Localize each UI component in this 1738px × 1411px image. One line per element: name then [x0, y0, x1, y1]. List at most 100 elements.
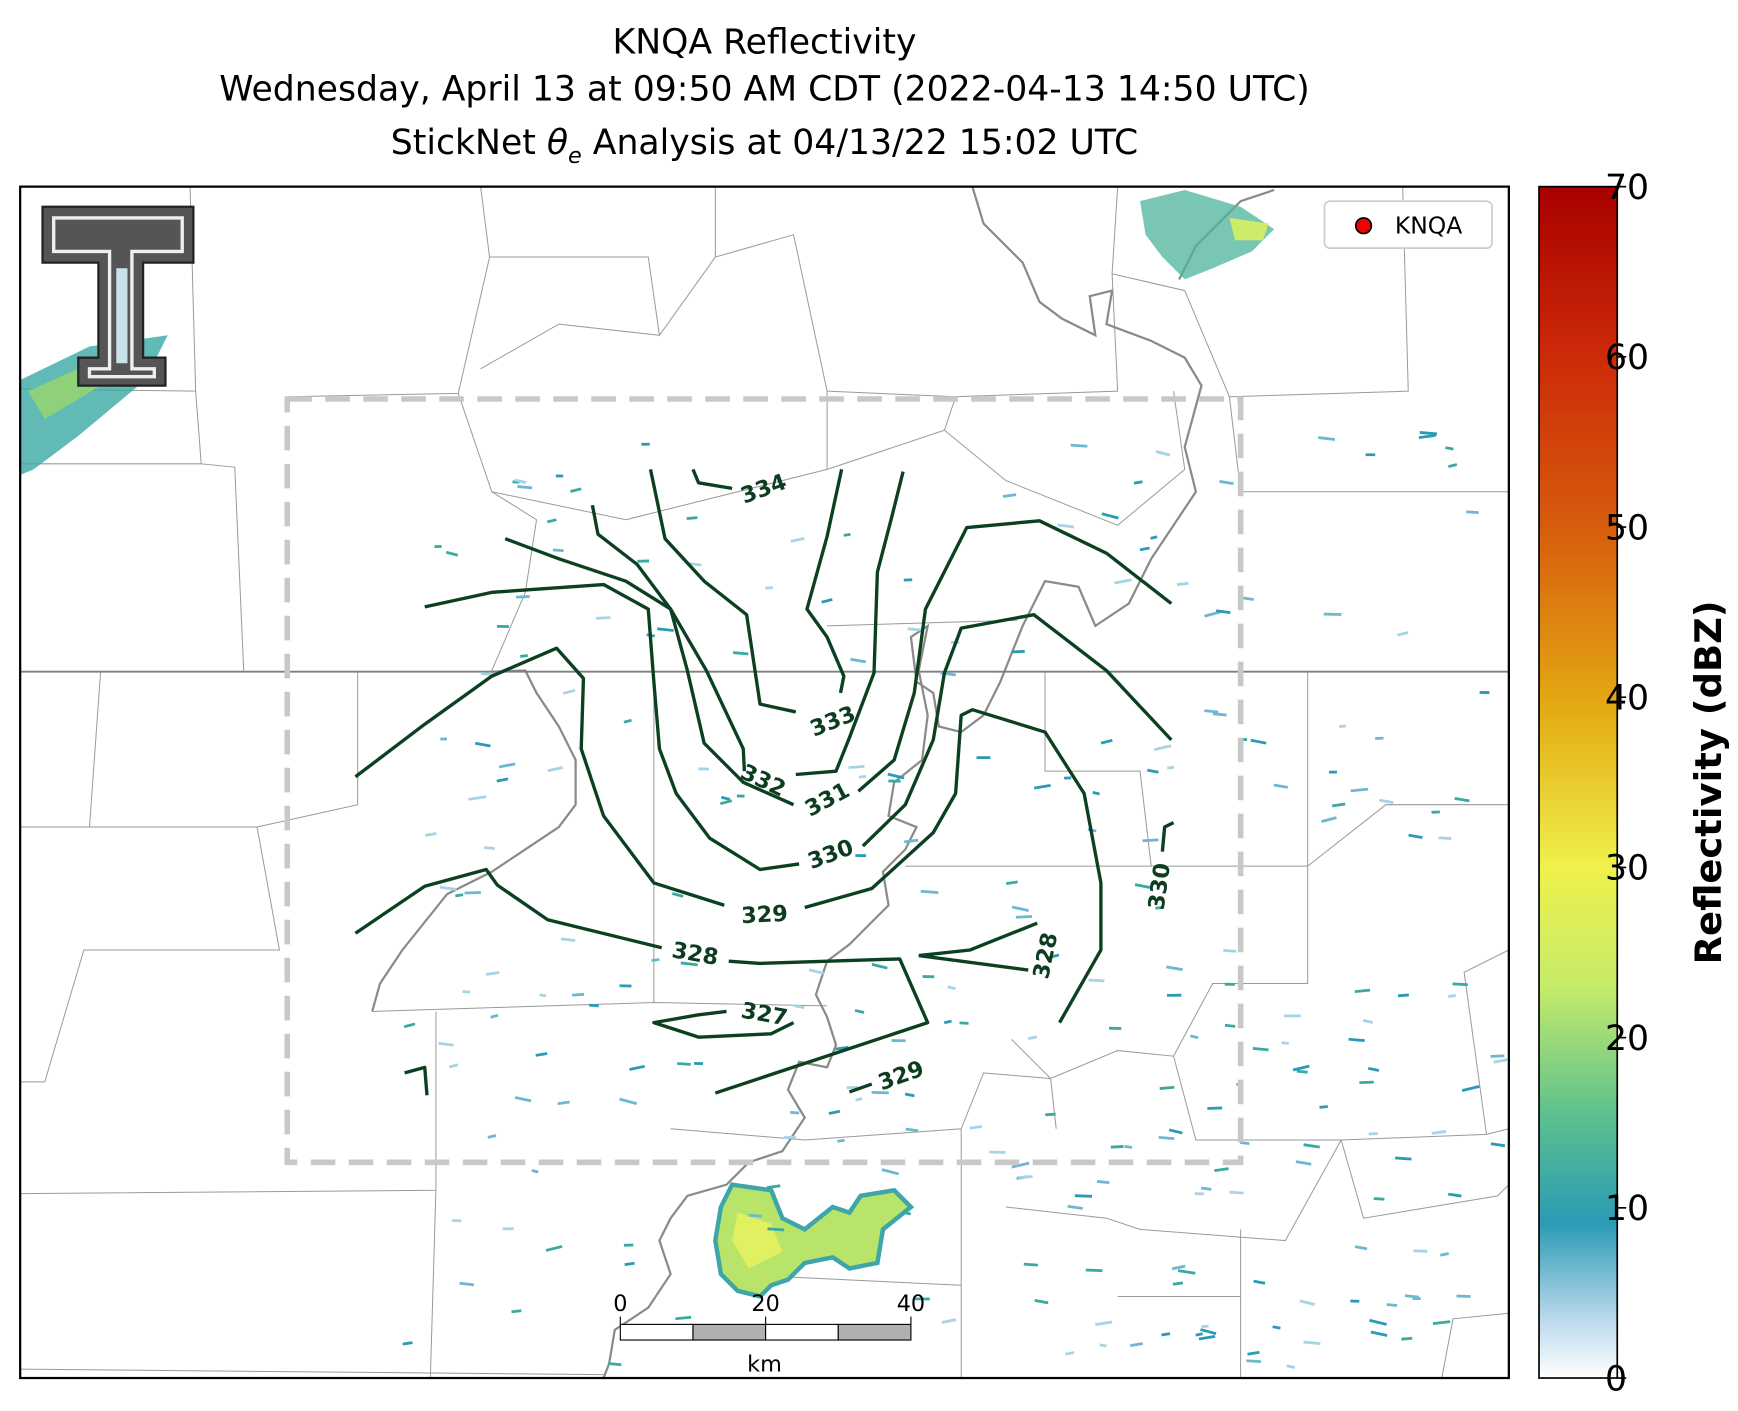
legend: KNQA: [1323, 200, 1493, 249]
radar-speck: [511, 1309, 522, 1314]
radar-speck: [1431, 810, 1440, 814]
radar-speck: [1166, 993, 1182, 997]
radar-speck: [1329, 770, 1338, 774]
scale-tick-label: 40: [897, 1291, 925, 1317]
map-background: [20, 186, 1509, 1379]
scale-bar: km 0 20 40: [613, 1291, 925, 1377]
radar-speck: [858, 774, 867, 779]
theta-symbol: θ: [547, 123, 568, 163]
radar-speck: [1479, 691, 1490, 694]
radar-speck: [483, 846, 495, 851]
radar-speck: [1194, 1192, 1205, 1196]
radar-speck: [1350, 787, 1369, 793]
radar-speck: [693, 1061, 704, 1066]
radar-speck: [1099, 1343, 1107, 1348]
radar-speck: [720, 795, 731, 801]
radar-speck: [1408, 833, 1423, 839]
radar-speck: [1064, 776, 1072, 780]
radar-speck: [1461, 1084, 1480, 1092]
radar-speck: [976, 756, 991, 760]
radar-echo: [1140, 189, 1275, 280]
radar-speck: [947, 985, 956, 990]
radar-speck: [1431, 1130, 1447, 1135]
radar-speck: [902, 1210, 912, 1216]
radar-speck: [835, 1045, 849, 1051]
radar-speck: [1296, 1069, 1308, 1074]
radar-speck: [1033, 783, 1051, 790]
radar-speck: [790, 537, 805, 543]
radar-speck: [539, 993, 547, 998]
radar-speck: [623, 718, 632, 724]
radar-speck: [1350, 1299, 1360, 1303]
radar-speck: [514, 1096, 532, 1103]
radar-speck: [641, 442, 650, 446]
river: [371, 669, 577, 1012]
radar-speck: [1303, 1143, 1320, 1149]
colorbar-tick-label: 40: [1605, 679, 1649, 719]
title: KNQA Reflectivity: [613, 23, 917, 63]
radar-speck: [1167, 765, 1175, 770]
radar-speck: [1493, 1058, 1508, 1064]
radar-speck: [1171, 1264, 1186, 1271]
radar-speck: [686, 561, 702, 567]
radar-speck: [438, 1041, 454, 1047]
radar-speck: [1281, 1041, 1289, 1045]
radar-speck: [1368, 1132, 1379, 1136]
logo-accent: [116, 268, 128, 364]
radar-speck: [941, 1318, 957, 1324]
radar-speck: [1088, 978, 1105, 983]
radar-speck: [907, 627, 924, 632]
radar-speck: [1418, 433, 1436, 439]
radar-speck: [487, 1134, 497, 1139]
radar-speck: [1057, 523, 1075, 529]
radar-speck: [557, 1100, 570, 1106]
scale-tick-label: 20: [751, 1291, 779, 1317]
radar-speck: [790, 1110, 800, 1115]
radar-speck: [651, 958, 660, 962]
colorbar-tick-label: 30: [1605, 849, 1649, 889]
radar-speck: [485, 971, 500, 976]
radar-speck: [1204, 709, 1219, 714]
radar-speck: [1172, 1281, 1184, 1286]
radar-speck: [1348, 1037, 1365, 1043]
radar-speck: [498, 762, 516, 769]
radar-speck: [1006, 880, 1018, 886]
radar-speck: [891, 1039, 906, 1043]
radar-speck: [905, 1127, 919, 1133]
radar-speck: [1359, 1080, 1374, 1084]
contour: [648, 469, 846, 714]
contour-label: 329: [741, 901, 789, 929]
radar-speck: [1367, 1066, 1380, 1072]
contour: [1160, 821, 1175, 852]
radar-speck: [1139, 546, 1150, 552]
radar-speck: [1404, 1294, 1419, 1299]
radar-speck: [552, 548, 564, 553]
radar-speck: [1323, 612, 1342, 616]
contour: [652, 1009, 795, 1039]
radar-speck: [920, 889, 939, 895]
radar-speck: [1303, 1340, 1321, 1346]
radar-speck: [1401, 1336, 1413, 1341]
radar-speck: [1448, 463, 1458, 468]
radar-speck: [1413, 1249, 1428, 1253]
radar-speck: [1110, 1145, 1124, 1149]
radar-speck: [1214, 1167, 1229, 1172]
radar-speck: [555, 474, 564, 478]
radar-speck: [1067, 1204, 1083, 1210]
radar-speck: [1114, 578, 1132, 585]
radar-speck: [1332, 802, 1346, 808]
radar-speck: [698, 767, 710, 771]
radar-speck: [623, 1243, 634, 1247]
radar-speck: [765, 586, 773, 590]
radar-speck: [637, 559, 650, 563]
radar-speck: [451, 1219, 462, 1223]
radar-speck: [1212, 712, 1227, 717]
scale-segment: [765, 1323, 839, 1341]
radar-speck: [496, 777, 509, 783]
radar-speck: [547, 518, 557, 524]
contour: [404, 1065, 429, 1096]
radar-speck: [1034, 1298, 1049, 1305]
radar-speck: [1247, 1350, 1260, 1356]
radar-speck: [1286, 1364, 1296, 1369]
radar-speck: [903, 578, 913, 582]
